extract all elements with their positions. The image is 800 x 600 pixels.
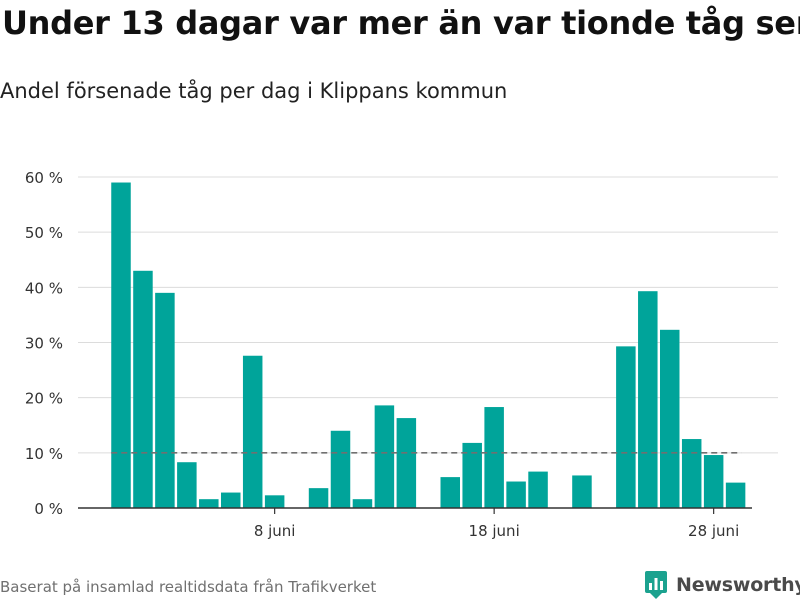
brand-logo[interactable]: Newsworthy <box>644 570 800 600</box>
y-tick-label: 40 % <box>25 279 63 297</box>
bar <box>111 182 131 508</box>
y-tick-label: 50 % <box>25 224 63 242</box>
bar <box>133 270 153 508</box>
bar <box>660 329 680 508</box>
x-tick-label: 18 juni <box>469 522 520 540</box>
bar <box>374 405 395 508</box>
y-tick-label: 30 % <box>25 335 63 353</box>
bar <box>462 442 482 508</box>
bars <box>111 182 746 508</box>
y-tick-label: 0 % <box>34 500 63 518</box>
newsworthy-logo-icon <box>645 571 667 599</box>
bar <box>484 407 504 508</box>
bar <box>681 439 702 508</box>
bar <box>396 418 417 508</box>
bar <box>308 488 329 508</box>
bar <box>155 292 175 508</box>
bar <box>177 462 197 508</box>
bar <box>725 482 746 508</box>
bar <box>440 477 460 508</box>
bar <box>528 471 548 508</box>
bar-chart: 0 % 10 % 20 % 30 % 40 % 50 % 60 % 8 juni 18 juni… <box>25 169 778 540</box>
bar <box>264 495 285 508</box>
bar <box>506 481 526 508</box>
bar <box>242 355 263 508</box>
brand-name: Newsworthy <box>676 574 800 596</box>
y-tick-label: 20 % <box>25 390 63 408</box>
x-tick-label: 28 juni <box>688 522 739 540</box>
bar <box>638 291 658 508</box>
chart-subtitle: Andel försenade tåg per dag i Klippans k… <box>0 79 508 103</box>
y-tick-label: 10 % <box>25 445 63 463</box>
source-note: Baserat på insamlad realtidsdata från Tr… <box>0 578 377 596</box>
axes: 0 % 10 % 20 % 30 % 40 % 50 % 60 % 8 juni 18 juni… <box>25 169 752 540</box>
bar <box>616 346 636 508</box>
bar <box>330 430 351 508</box>
bar <box>572 475 592 508</box>
bar <box>703 455 724 508</box>
bar <box>352 499 373 508</box>
x-tick-label: 8 juni <box>254 522 296 540</box>
bar <box>221 492 241 508</box>
bar <box>199 499 219 508</box>
y-tick-label: 60 % <box>25 169 63 187</box>
chart-title: Under 13 dagar var mer än var tionde tåg… <box>2 4 800 42</box>
